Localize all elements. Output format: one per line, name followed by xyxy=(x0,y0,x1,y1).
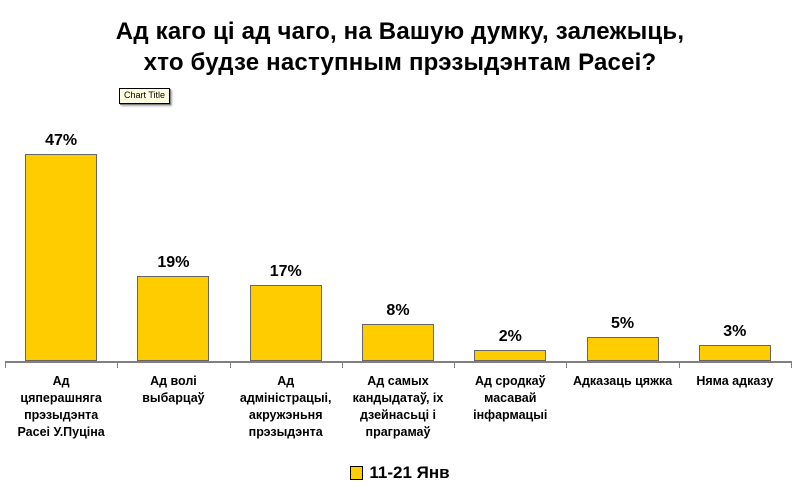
bar[interactable] xyxy=(25,154,98,361)
bar-column: 17% xyxy=(230,118,342,361)
bar[interactable] xyxy=(137,276,210,361)
chart-title: Ад каго ці ад чаго, на Вашую думку, зале… xyxy=(0,16,800,78)
axis-tick xyxy=(341,363,454,368)
legend-series-label: 11-21 Янв xyxy=(369,463,450,482)
legend-swatch-icon xyxy=(350,466,364,480)
bar-value-label: 47% xyxy=(45,132,78,149)
x-axis-category-label: Адказаць цяжка xyxy=(572,374,673,388)
axis-tick xyxy=(678,363,791,368)
bar[interactable] xyxy=(586,337,659,361)
x-axis-category-label: Ад самых кандыдатаў, іх дзейнасьці і пра… xyxy=(352,374,444,439)
bar-value-label: 5% xyxy=(610,315,635,332)
bar-column: 8% xyxy=(342,118,454,361)
bar[interactable] xyxy=(698,345,771,361)
bar-value-label: 17% xyxy=(269,263,302,280)
legend[interactable]: 11-21 Янв xyxy=(0,463,800,483)
chart-title-line-1: Ад каго ці ад чаго, на Вашую думку, зале… xyxy=(115,18,685,45)
bar-value-label: 8% xyxy=(386,302,410,319)
bar[interactable] xyxy=(249,285,322,361)
bar[interactable] xyxy=(361,324,434,361)
x-axis-category-label: Ад адміністрацыі, акружэньня прэзыдэнта xyxy=(239,374,332,439)
x-axis-labels: Ад цяперашняга прэзыдэнта Расеі У.Пуціна… xyxy=(5,373,791,441)
bar-column: 3% xyxy=(679,118,791,361)
chart-title-line-2: хто будзе наступным прэзыдэнтам Расеі? xyxy=(143,49,657,76)
x-axis-category-label: Ад сродкаў масавай інфармацыі xyxy=(473,374,548,422)
x-axis-ticks xyxy=(5,363,792,368)
bar-value-label: 19% xyxy=(157,254,190,271)
axis-tick xyxy=(566,363,678,368)
bar-column: 47% xyxy=(5,118,117,361)
bar-value-label: 3% xyxy=(723,323,747,340)
axis-tick xyxy=(229,363,342,368)
axis-tick xyxy=(454,363,566,368)
bar-column: 2% xyxy=(454,118,566,361)
bar-column: 5% xyxy=(566,118,678,361)
x-axis-category-label: Ад цяперашняга прэзыдэнта Расеі У.Пуціна xyxy=(17,374,105,439)
x-axis-category-label: Няма адказу xyxy=(696,374,774,388)
plot-area: 47% 19% 17% 8% 2% 5% 3% xyxy=(5,118,791,361)
bar-value-label: 2% xyxy=(498,328,522,345)
chart-title-tooltip: Chart Title xyxy=(119,88,171,104)
x-axis-category-label: Ад волі выбарцаў xyxy=(142,374,205,405)
x-axis-line xyxy=(5,361,792,363)
axis-tick xyxy=(5,363,117,368)
axis-tick xyxy=(117,363,229,368)
bar[interactable] xyxy=(474,350,547,361)
bar-column: 19% xyxy=(117,118,229,361)
